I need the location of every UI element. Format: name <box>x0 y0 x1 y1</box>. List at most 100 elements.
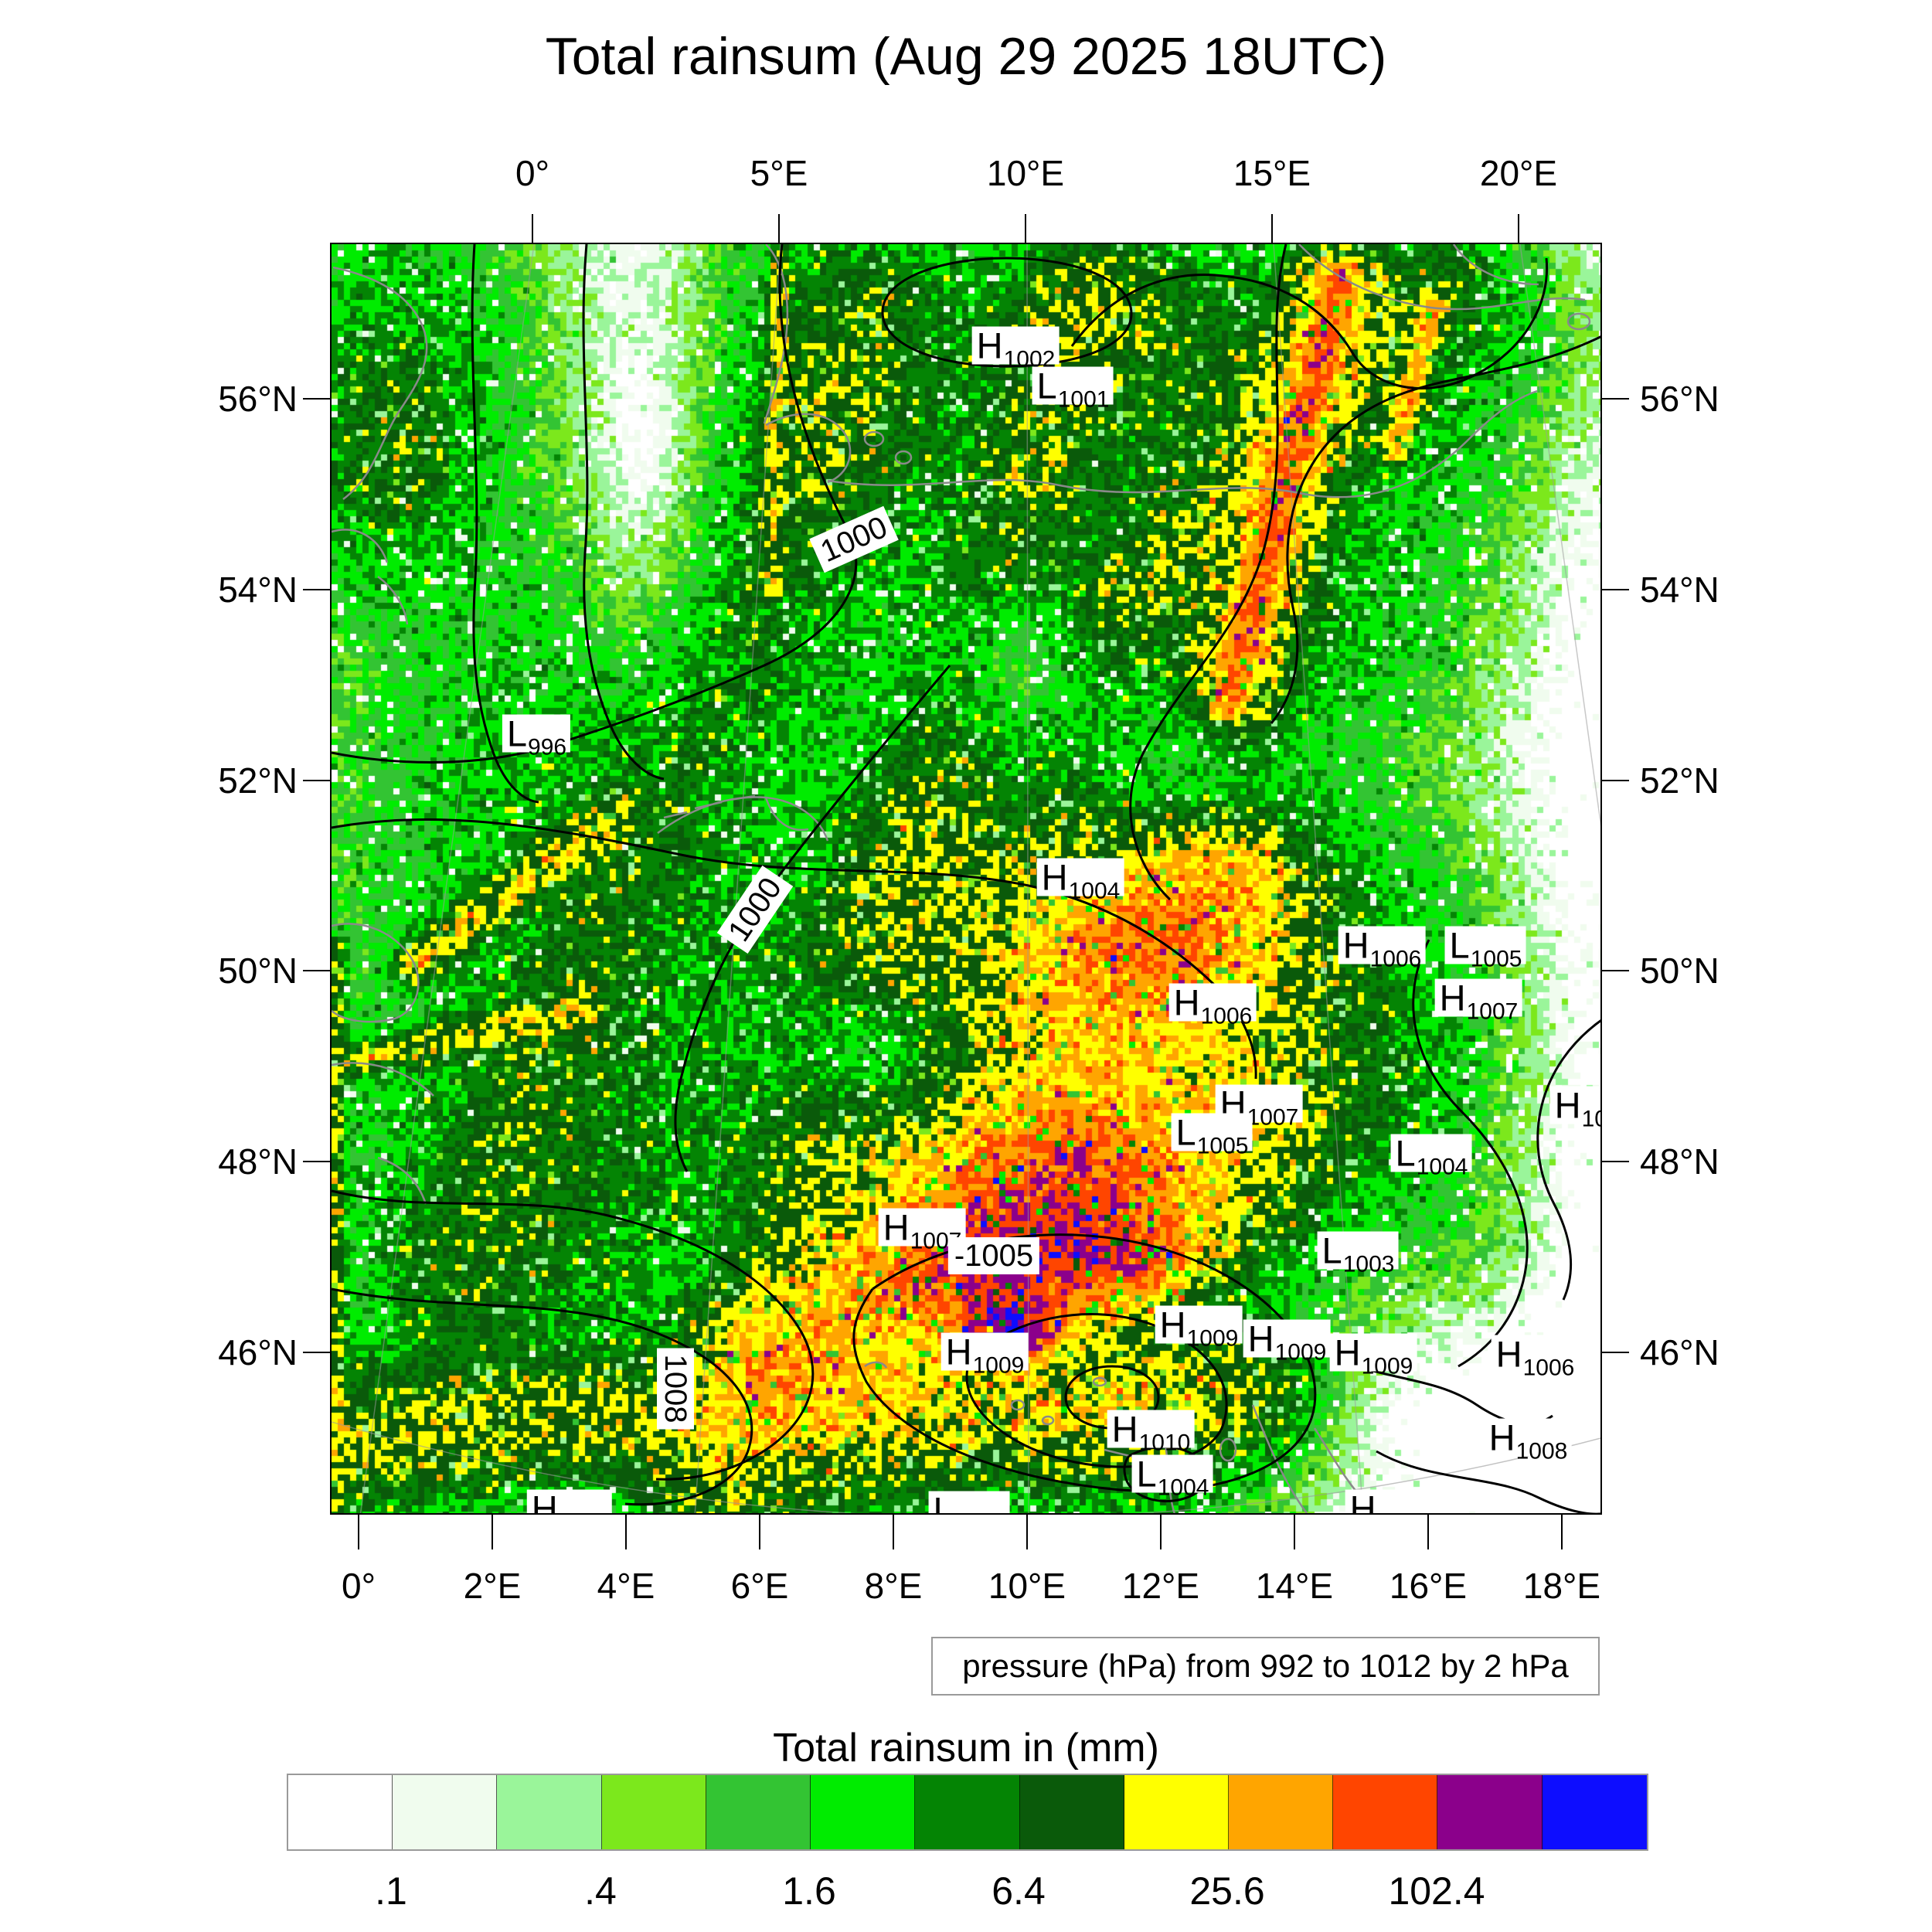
pressure-center-label: L996 <box>502 714 571 759</box>
pressure-center-value: 1007 <box>1581 1106 1600 1132</box>
colorbar-tick-label: 6.4 <box>992 1869 1046 1913</box>
axis-tick <box>1160 1515 1162 1549</box>
axis-tick-label-right: 50°N <box>1640 951 1719 991</box>
pressure-center-label: L1004 <box>1131 1454 1213 1499</box>
isobar <box>1064 1365 1160 1430</box>
colorbar-tick-label: 25.6 <box>1189 1869 1265 1913</box>
axis-tick <box>303 589 330 590</box>
page-title: Total rainsum (Aug 29 2025 18UTC) <box>545 27 1387 86</box>
pressure-center-label: H1006 <box>1491 1333 1579 1379</box>
colorbar-segment <box>1542 1775 1647 1849</box>
pressure-center-letter: L <box>1395 1132 1416 1174</box>
map-overlay <box>332 244 1600 1513</box>
pressure-center-letter: H <box>1173 981 1200 1023</box>
graticule-parallel <box>332 1421 1600 1513</box>
pressure-center-value: 1006 <box>1522 1355 1575 1381</box>
pressure-center-letter: H <box>531 1488 558 1515</box>
axis-tick <box>1561 1515 1563 1549</box>
axis-tick <box>778 214 780 243</box>
axis-tick <box>1518 214 1519 243</box>
axis-tick-label-bottom: 14°E <box>1255 1566 1334 1606</box>
colorbar-tick-label: 1.6 <box>782 1869 836 1913</box>
pressure-center-label: H1011 <box>526 1488 613 1515</box>
pressure-center-label: H1009 <box>1243 1319 1331 1364</box>
pressure-center-value: 1009 <box>972 1352 1025 1379</box>
pressure-center-label: H1002 <box>971 325 1060 371</box>
coastline <box>657 794 829 842</box>
colorbar-segment <box>1437 1775 1543 1849</box>
pressure-center-label: H1006 <box>1168 981 1257 1028</box>
pressure-center-value: 1004 <box>1416 1154 1468 1180</box>
axis-tick-label-left: 50°N <box>218 951 298 991</box>
pressure-center-label: L1001 <box>1032 366 1114 411</box>
colorbar-segment <box>393 1775 498 1849</box>
pressure-center-value: 1009 <box>1274 1339 1327 1366</box>
pressure-center-label: H1004 <box>1036 858 1124 903</box>
isobar <box>1536 1019 1600 1301</box>
pressure-center-label: H1008 <box>1484 1418 1572 1463</box>
isobar <box>332 244 858 764</box>
axis-tick <box>303 398 330 400</box>
coastline <box>864 1361 1107 1426</box>
colorbar-tick-label: 102.4 <box>1388 1869 1485 1913</box>
axis-tick <box>1025 214 1026 243</box>
pressure-center-label: H1010 <box>1345 1488 1433 1515</box>
pressure-center-value: 996 <box>528 734 567 760</box>
pressure-center-label: L1005 <box>1171 1113 1253 1158</box>
pressure-center-label: H1006 <box>1338 926 1426 971</box>
pressure-center-value: 1006 <box>1200 1003 1253 1029</box>
pressure-center-value: 1005 <box>1196 1133 1249 1159</box>
graticule-meridian <box>1519 244 1600 826</box>
pressure-center-letter: H <box>1495 1333 1522 1375</box>
colorbar-segment <box>497 1775 602 1849</box>
axis-tick-label-bottom: 16°E <box>1389 1566 1468 1606</box>
axis-tick-label-left: 52°N <box>218 760 298 801</box>
axis-tick <box>1602 398 1629 400</box>
pressure-center-value: 1003 <box>954 1512 1006 1513</box>
pressure-center-label: H1009 <box>1155 1304 1243 1350</box>
pressure-center-letter: H <box>1159 1304 1186 1345</box>
isobar <box>852 1233 1317 1492</box>
axis-tick <box>492 1515 493 1549</box>
axis-tick <box>1602 1161 1629 1162</box>
pressure-center-letter: H <box>1349 1488 1376 1515</box>
pressure-center-value: 1010 <box>1138 1430 1191 1456</box>
axis-tick <box>759 1515 760 1549</box>
axis-tick <box>1026 1515 1028 1549</box>
coastline <box>332 266 428 625</box>
axis-tick-label-left: 54°N <box>218 570 298 610</box>
colorbar-segment <box>601 1775 706 1849</box>
isobar-label: -1005 <box>947 1237 1040 1274</box>
pressure-center-letter: H <box>1111 1408 1138 1450</box>
pressure-center-letter: H <box>883 1206 910 1248</box>
graticule-meridian <box>694 244 781 1513</box>
pressure-center-value: 1009 <box>1361 1353 1413 1379</box>
isobar <box>1270 335 1600 724</box>
axis-tick-label-top: 20°E <box>1479 153 1558 193</box>
pressure-center-label: H1010 <box>1107 1408 1195 1454</box>
axis-tick-label-top: 0° <box>515 153 549 193</box>
axis-tick-label-bottom: 6°E <box>730 1566 789 1606</box>
pressure-center-letter: L <box>933 1489 954 1515</box>
isobar <box>332 1189 815 1481</box>
pressure-center-letter: H <box>1334 1332 1361 1373</box>
axis-tick-label-right: 52°N <box>1640 760 1719 801</box>
pressure-center-letter: H <box>1439 977 1466 1019</box>
colorbar-tick-label: .4 <box>584 1869 617 1913</box>
isobar <box>1129 244 1287 901</box>
isobar <box>582 244 665 781</box>
coastline <box>827 389 1538 498</box>
pressure-center-label: H1009 <box>1329 1332 1417 1378</box>
pressure-center-letter: H <box>945 1331 972 1372</box>
pressure-center-value: 1004 <box>1068 878 1121 904</box>
pressure-center-letter: H <box>976 325 1003 366</box>
axis-tick <box>1602 970 1629 971</box>
isobar <box>332 1287 753 1506</box>
graticule-meridian <box>359 244 535 1513</box>
colorbar-segment <box>1019 1775 1124 1849</box>
colorbar-segment <box>1333 1775 1438 1849</box>
axis-tick <box>303 1161 330 1162</box>
graticule-meridian <box>1026 244 1029 1513</box>
axis-tick-label-bottom: 2°E <box>463 1566 522 1606</box>
axis-tick-label-right: 48°N <box>1640 1141 1719 1182</box>
